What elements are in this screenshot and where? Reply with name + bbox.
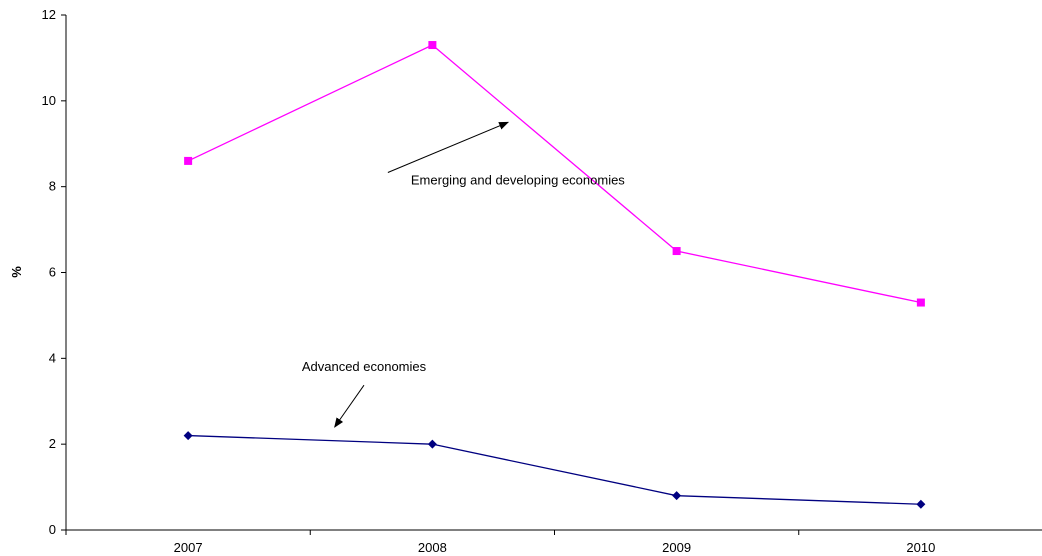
y-tick-label: 8 <box>49 179 56 194</box>
axes: 0 2 4 6 8 10 12 2007 2008 2009 2010 <box>42 7 1042 555</box>
data-point-square <box>672 247 681 256</box>
data-point-diamond <box>672 491 682 501</box>
annotation-label: Emerging and developing economies <box>411 173 625 188</box>
data-point-square <box>916 298 925 307</box>
y-tick-label: 10 <box>42 93 56 108</box>
y-tick-label: 4 <box>49 350 56 365</box>
y-tick-label: 12 <box>42 7 56 22</box>
y-tick-label: 0 <box>49 522 56 537</box>
series-advanced <box>183 431 926 509</box>
data-point-diamond <box>183 431 193 441</box>
x-tick-label: 2009 <box>662 540 691 555</box>
data-point-square <box>184 156 193 165</box>
x-tick-label: 2007 <box>174 540 203 555</box>
annotation-arrow <box>334 384 365 428</box>
data-point-diamond <box>916 499 926 509</box>
series-emerging <box>184 41 925 307</box>
series-line <box>188 434 921 505</box>
annotation-label: Advanced economies <box>302 359 427 374</box>
data-point-diamond <box>427 439 437 449</box>
y-tick-label: 6 <box>49 265 56 280</box>
series-layer <box>183 41 926 509</box>
y-tick-label: 2 <box>49 436 56 451</box>
series-line <box>187 44 922 304</box>
annotation-arrow <box>387 121 510 173</box>
x-tick-label: 2010 <box>906 540 935 555</box>
data-point-square <box>428 41 437 50</box>
annotations: Emerging and developing economies Advance… <box>302 121 625 428</box>
x-tick-label: 2008 <box>418 540 447 555</box>
y-axis-title: % <box>9 266 24 278</box>
